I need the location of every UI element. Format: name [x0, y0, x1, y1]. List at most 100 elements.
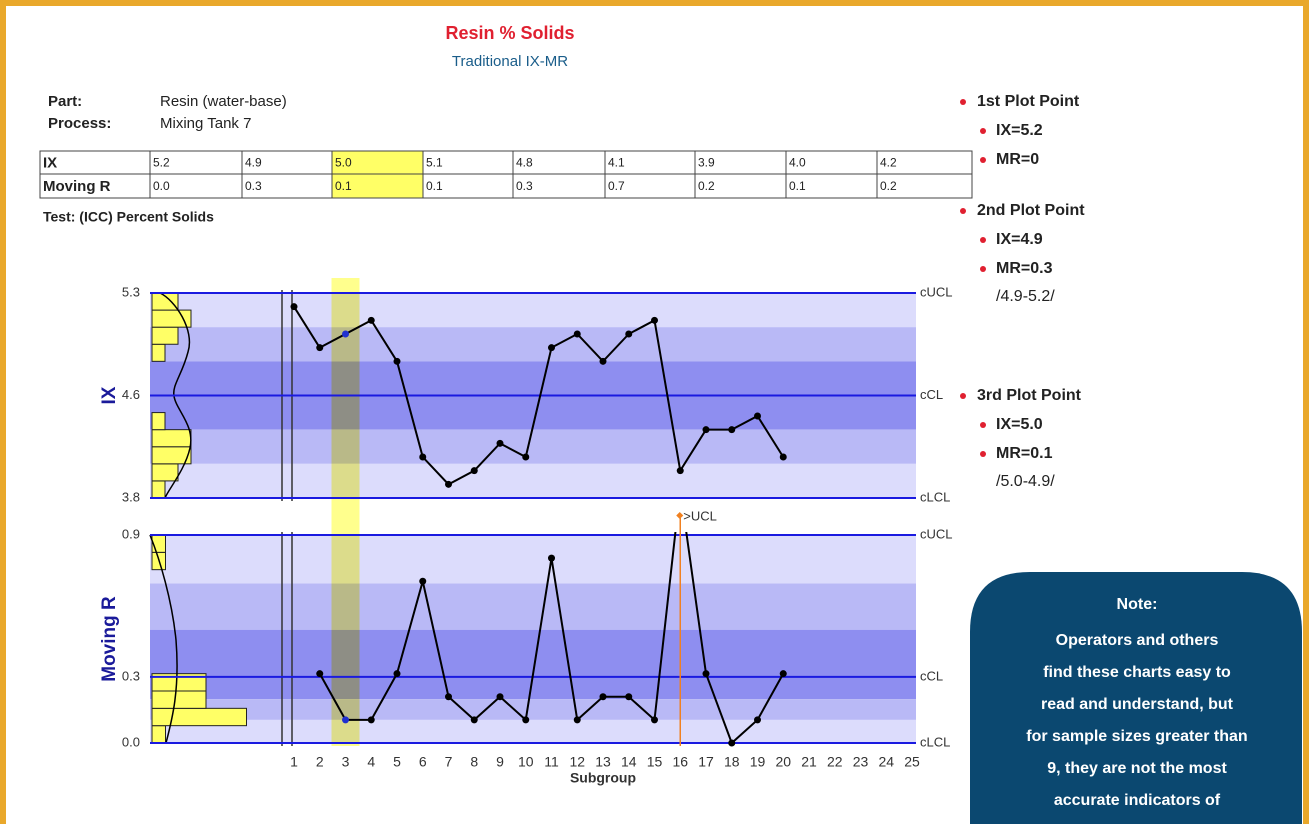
data-point: [522, 453, 530, 461]
distribution-curve: [149, 534, 178, 744]
x-tick-label: 1: [290, 754, 298, 770]
table-value: 0.1: [335, 179, 352, 193]
table-value: 4.2: [880, 156, 897, 170]
x-tick-label: 20: [775, 754, 791, 770]
data-point: [651, 316, 658, 324]
x-tick-label: 2: [316, 754, 324, 770]
bullet-dot: [960, 99, 966, 105]
data-point: [393, 670, 401, 678]
histogram-bar: [151, 463, 179, 482]
bullet-title: 1st Plot Point: [977, 93, 1080, 110]
data-point: [445, 480, 452, 488]
data-point: [625, 693, 633, 701]
note-line: 9, they are not the most: [1047, 760, 1227, 777]
note-box: [970, 572, 1302, 824]
data-point: [548, 344, 555, 352]
data-point: [599, 357, 607, 365]
data-point: [676, 467, 684, 475]
data-line: [293, 306, 785, 486]
note-line: for sample sizes greater than: [1026, 728, 1247, 745]
x-tick-label: 9: [496, 754, 504, 770]
data-point: [522, 716, 530, 724]
x-tick-label: 7: [445, 754, 453, 770]
table-value: 3.9: [698, 156, 715, 170]
data-point: [290, 303, 298, 311]
y-tick-label: 5.3: [122, 284, 140, 299]
x-tick-label: 15: [647, 754, 663, 770]
table-cell: [39, 173, 151, 199]
title: Resin % Solids: [445, 23, 574, 43]
x-tick-label: 3: [342, 754, 350, 770]
note-line: find these charts easy to: [1043, 664, 1231, 681]
data-point: [367, 716, 375, 724]
bullet-dot: [980, 237, 986, 243]
zone-band: [150, 429, 916, 464]
table-value: 4.1: [608, 156, 625, 170]
zone-band: [150, 327, 916, 362]
bullet-item: MR=0.1: [996, 445, 1053, 462]
bullet-dot: [960, 208, 966, 214]
x-tick-label: 8: [470, 754, 478, 770]
table-cell: [149, 173, 243, 199]
x-tick-label: 21: [801, 754, 817, 770]
x-tick-label: 22: [827, 754, 843, 770]
data-point: [470, 467, 478, 475]
bullet-title: 3rd Plot Point: [977, 387, 1082, 404]
table-value: 0.1: [789, 179, 806, 193]
x-tick-label: 13: [595, 754, 611, 770]
y-axis-label: Moving R: [99, 596, 120, 682]
histogram-bar: [151, 326, 179, 345]
histogram-bar: [151, 412, 166, 431]
data-point: [419, 453, 427, 461]
bullet-item: IX=4.9: [996, 231, 1043, 248]
data-point: [419, 577, 427, 585]
x-tick-label: 25: [904, 754, 920, 770]
test-label: Test: (ICC) Percent Solids: [43, 209, 214, 225]
annotation-text: >UCL: [683, 508, 717, 523]
zone-band: [150, 583, 916, 630]
data-point: [445, 693, 452, 701]
limit-label: cUCL: [920, 284, 953, 299]
x-tick-label: 12: [569, 754, 585, 770]
bullet-dot: [960, 393, 966, 399]
data-point: [573, 330, 581, 338]
table-value: 4.0: [789, 156, 806, 170]
table-value: 0.0: [153, 179, 170, 193]
bullet-item: MR=0: [996, 151, 1039, 168]
data-point: [754, 412, 761, 420]
table-value: 0.1: [426, 179, 443, 193]
table-value: 4.9: [245, 156, 262, 170]
bullet-dot: [980, 451, 986, 457]
zone-band: [150, 699, 916, 720]
data-point: [393, 357, 401, 365]
content: Part: Resin (water-base) Process: Mixing Ta…: [39, 93, 1085, 786]
x-tick-label: 23: [853, 754, 869, 770]
y-tick-label: 0.9: [122, 526, 140, 541]
data-point: [702, 670, 710, 678]
table-cell: [604, 173, 696, 199]
data-point: [367, 316, 375, 324]
x-tick-label: 6: [419, 754, 427, 770]
limit-label: cCL: [920, 668, 943, 683]
x-tick-label: 14: [621, 754, 637, 770]
data-point: [342, 716, 349, 724]
data-point: [779, 453, 787, 461]
subtitle: Traditional IX-MR: [452, 53, 568, 70]
histogram-bar: [151, 480, 166, 499]
highlight-band: [331, 517, 360, 746]
histogram-bar: [151, 707, 247, 727]
histogram-bar: [151, 343, 166, 362]
y-tick-label: 0.3: [122, 668, 140, 683]
bullet-dot: [980, 266, 986, 272]
x-axis-label: Subgroup: [570, 770, 636, 786]
zone-band: [150, 293, 916, 328]
table-value: 0.3: [245, 179, 262, 193]
data-point: [548, 554, 555, 562]
highlight-band: [331, 278, 360, 517]
histogram-bar: [151, 725, 166, 744]
y-tick-label: 4.6: [122, 387, 140, 402]
zone-band: [150, 463, 916, 498]
table-cell: [876, 173, 973, 199]
data-point: [651, 716, 658, 724]
